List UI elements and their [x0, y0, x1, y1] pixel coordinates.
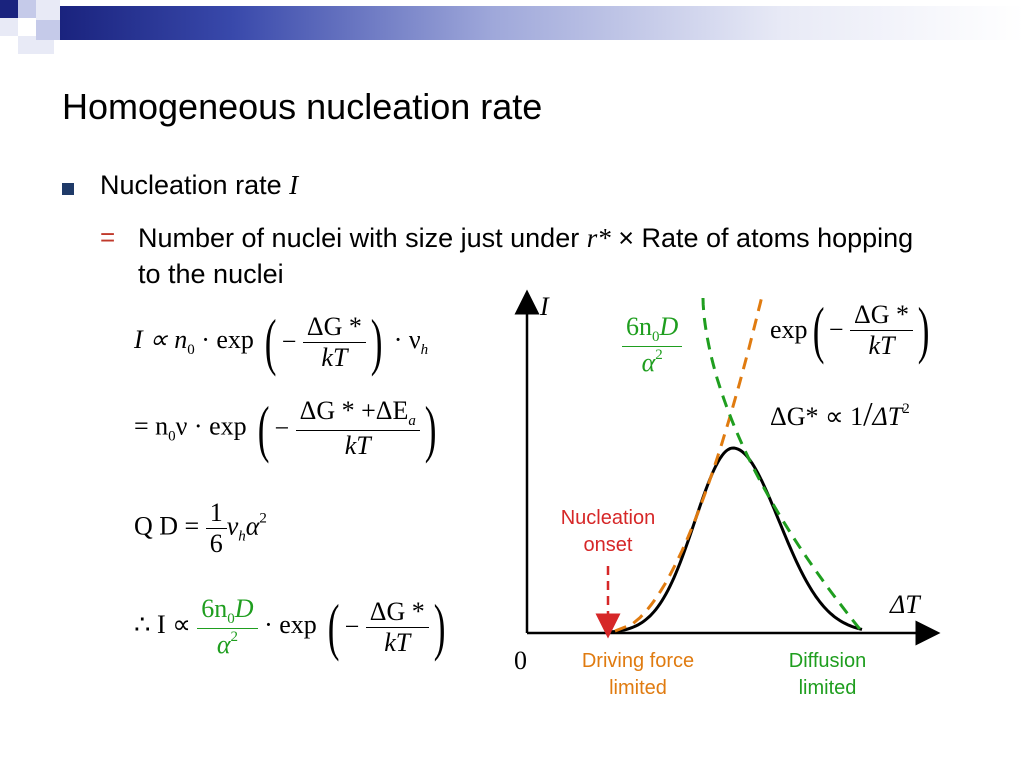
eq4-exp: · exp	[264, 609, 317, 639]
equation-2: = n0ν · exp (− ΔG * +ΔEa kT)	[134, 392, 437, 464]
eq3-lhs: Q D =	[134, 511, 200, 541]
eq4-green-num: 6n	[201, 594, 228, 623]
sub-bullet-symbol: r*	[586, 223, 611, 253]
eq3-nu-sub: h	[238, 528, 246, 545]
eq4-green-den: α	[216, 630, 231, 659]
origin-label: 0	[514, 646, 527, 675]
deco-square	[18, 0, 36, 18]
chart-dg-relation: ΔG* ∝ 1/ΔT2	[770, 396, 910, 434]
eq1-fraction: ΔG * kT	[302, 312, 366, 373]
green-num-sub: 0	[652, 329, 660, 345]
green-den-wrap: α2	[622, 347, 682, 378]
paren-right: )	[433, 591, 446, 662]
bullet-symbol: I	[289, 170, 299, 200]
eq3-sup: 2	[259, 510, 267, 527]
paren-right: )	[370, 306, 383, 377]
dg-sup: 2	[902, 401, 910, 417]
green-fraction: 6n0D α2	[622, 312, 683, 378]
eq2-nu: ν · exp	[175, 411, 247, 441]
chart-exp-den: kT	[868, 330, 895, 360]
eq2-den: kT	[344, 431, 371, 460]
eq1-n-sub: 0	[187, 341, 195, 358]
header-decoration	[0, 0, 1024, 60]
deco-square	[0, 0, 18, 18]
dg-text: ΔG* ∝ 1	[770, 402, 864, 431]
sub-bullet-marker: =	[100, 222, 116, 252]
bullet-square-icon	[62, 183, 74, 195]
chart-exp-num: ΔG *	[850, 300, 914, 331]
deco-square	[18, 18, 36, 36]
green-den-sup: 2	[655, 347, 663, 363]
series-diffusion-line	[701, 297, 865, 634]
eq4-lhs: ∴ I ∝	[134, 609, 191, 639]
deco-square	[36, 0, 60, 20]
paren-left: (	[812, 294, 825, 365]
y-axis-label: I	[540, 292, 549, 321]
deco-square	[36, 40, 54, 54]
eq2-num-sub: a	[408, 413, 416, 429]
chart-exp-fraction: ΔG * kT	[850, 300, 914, 361]
x-axis-label: ΔT	[890, 590, 920, 619]
deco-square	[18, 36, 36, 54]
deco-square	[0, 18, 18, 36]
equation-4: ∴ I ∝ 6n0D α2 · exp (− ΔG * kT)	[134, 591, 446, 662]
paren-left: (	[265, 306, 277, 377]
diffusion-limited-label: Diffusion limited	[788, 650, 867, 699]
equation-1: I ∝ n0 · exp (− ΔG * kT) · νh	[134, 306, 429, 377]
eq4-num: ΔG *	[365, 597, 429, 628]
green-num: 6n	[626, 312, 652, 341]
eq2-fraction: ΔG * +ΔEa kT	[295, 396, 420, 461]
driving-force-limited-label: Driving force limited	[581, 650, 695, 699]
eq1-den: kT	[321, 342, 348, 372]
paren-left: (	[328, 591, 340, 662]
eq1-tail-sub: h	[420, 341, 429, 358]
dg-dt: ΔT	[872, 402, 903, 431]
eq4-green-num-d: D	[234, 594, 254, 623]
sub-bullet-part2: × Rate of atoms hopping to the nuclei	[138, 223, 914, 289]
chart-exp-formula: exp(− ΔG * kT)	[770, 294, 930, 365]
eq4-green-fraction: 6n0D α2	[197, 594, 258, 660]
eq3-den: 6	[209, 529, 223, 558]
chart-exp: exp	[770, 315, 808, 344]
equation-3: Q D = 1 6 νhα2	[134, 498, 267, 559]
eq3-alpha: α	[245, 511, 260, 541]
nucleation-onset-label: Nucleation onset	[560, 507, 656, 556]
eq1-exp: · exp	[201, 324, 254, 354]
eq4-green-den-sup: 2	[230, 629, 239, 645]
header-gradient-band	[60, 6, 1024, 40]
eq4-green-den-wrap: α2	[197, 629, 257, 660]
eq1-num: ΔG *	[302, 312, 366, 343]
sub-bullet-text: Number of nuclei with size just under r*…	[138, 220, 938, 292]
series-driving-force-line	[614, 295, 764, 633]
green-num-wrap: 6n0D	[622, 312, 683, 347]
chart-green-formula: 6n0D α2	[622, 312, 683, 378]
paren-right: )	[424, 392, 437, 464]
series-bell-curve	[607, 446, 863, 634]
eq2-n-sub: 0	[168, 428, 176, 445]
eq2-num: ΔG * +ΔE	[299, 396, 409, 425]
bullet-label: Nucleation rate	[100, 170, 290, 200]
dg-slash: /	[863, 396, 873, 433]
bullet-text: Nucleation rate I	[100, 170, 298, 201]
eq2-num-wrap: ΔG * +ΔEa	[295, 396, 420, 431]
deco-square	[36, 20, 60, 40]
eq4-green-num-sub: 0	[227, 611, 235, 627]
slide-title: Homogeneous nucleation rate	[62, 86, 543, 127]
eq3-num: 1	[205, 498, 227, 529]
eq4-fraction: ΔG * kT	[365, 597, 429, 658]
eq3-nu: ν	[226, 511, 239, 541]
eq4-den: kT	[384, 627, 411, 657]
eq1-tail: · ν	[393, 324, 421, 354]
eq1-lhs: I ∝ n	[134, 324, 188, 354]
paren-right: )	[917, 294, 930, 365]
eq2-lhs: = n	[134, 411, 169, 441]
green-num-d: D	[659, 312, 679, 341]
green-den: α	[641, 348, 656, 377]
eq4-green-num-wrap: 6n0D	[197, 594, 258, 629]
paren-left: (	[257, 392, 270, 464]
sub-bullet-part1: Number of nuclei with size just under	[138, 223, 587, 253]
